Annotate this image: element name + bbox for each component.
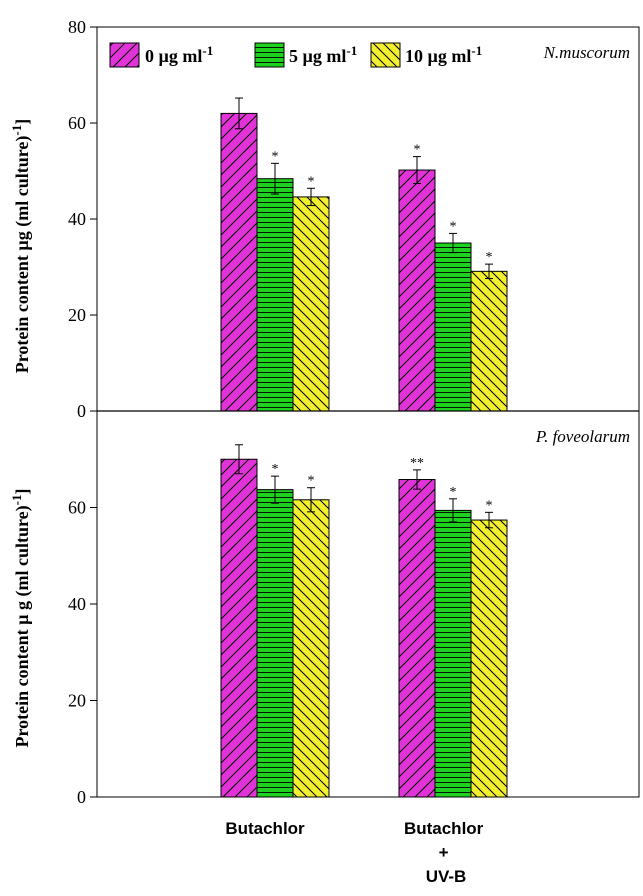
legend-label-0: 0 µg ml-1	[145, 43, 213, 67]
category-label-1-line-0: Butachlor	[404, 819, 484, 838]
legend-label-2-text: 10 µg ml	[405, 46, 471, 66]
plot-frame	[96, 26, 640, 798]
legend: 0 µg ml-1 5 µg ml-1 10 µg ml-1	[109, 42, 482, 68]
top-significance-mark-s2-c1: *	[486, 250, 493, 265]
bottom-significance-mark-s2-c0: *	[308, 474, 315, 489]
bottom-y-tick-label-2: 40	[68, 594, 86, 614]
top-bar-s2-c1	[470, 270, 508, 412]
top-significance-mark-s0-c1: *	[414, 143, 421, 158]
legend-swatch-0	[109, 42, 140, 68]
top-error-bar-s1-c0	[271, 162, 279, 195]
bottom-panel-significance-marks: ******	[272, 456, 493, 513]
top-panel-y-axis: 0 20 40 60 80	[68, 17, 97, 421]
bottom-bar-s0-c0	[220, 458, 258, 798]
x-axis-category-labels: Butachlor Butachlor + UV-B	[225, 819, 488, 886]
legend-label-1-sup: -1	[346, 43, 357, 58]
top-significance-mark-s2-c0: *	[308, 174, 315, 189]
top-panel-y-axis-title-sup: -1	[9, 125, 24, 136]
top-y-tick-label-1: 20	[68, 305, 86, 325]
legend-label-1-text: 5 µg ml	[289, 46, 346, 66]
bottom-error-bar-s1-c1	[449, 498, 457, 523]
legend-swatch-2	[370, 42, 401, 68]
bottom-panel-y-axis-title-close: ]	[12, 489, 32, 495]
top-significance-mark-s1-c1: *	[450, 219, 457, 234]
category-label-1-line-2: UV-B	[426, 867, 467, 886]
bottom-panel-y-axis-title-sup: -1	[9, 495, 24, 506]
legend-label-2: 10 µg ml-1	[405, 43, 482, 67]
top-bar-s2-c0	[292, 196, 330, 412]
top-panel-y-axis-title-main: Protein content µg (ml culture)	[12, 136, 33, 374]
bottom-y-tick-label-3: 60	[68, 498, 86, 518]
bottom-panel-y-axis-title-main: Protein content µ g (ml culture)	[12, 505, 33, 747]
bottom-error-bar-s2-c0	[307, 487, 315, 513]
bottom-error-bar-s0-c0	[235, 444, 243, 475]
bottom-y-tick-label-1: 20	[68, 691, 86, 711]
bottom-panel-y-axis: 0 20 40 60	[68, 498, 97, 807]
top-y-tick-label-0: 0	[77, 401, 86, 421]
top-error-bar-s2-c0	[307, 187, 315, 207]
bottom-panel-annotation: P. foveolarum	[535, 427, 630, 446]
top-panel-bars	[220, 112, 508, 412]
top-bar-s0-c0	[220, 112, 258, 412]
bottom-panel-y-axis-title: Protein content µ g (ml culture)-1]	[9, 489, 34, 748]
top-panel-significance-marks: * * * * *	[272, 143, 493, 266]
legend-label-1: 5 µg ml-1	[289, 43, 357, 67]
top-panel-error-bars	[235, 97, 493, 280]
bottom-y-tick-label-0: 0	[77, 787, 86, 807]
legend-label-2-sup: -1	[471, 43, 482, 58]
category-label-0-line-0: Butachlor	[225, 819, 305, 838]
bottom-error-bar-s1-c0	[271, 475, 279, 504]
bottom-bar-s2-c0	[292, 499, 330, 798]
bottom-bar-s0-c1	[398, 479, 436, 798]
category-label-1: Butachlor + UV-B	[404, 819, 488, 886]
bottom-panel-error-bars	[235, 444, 493, 529]
top-panel: * * * * * 0 20 40 60 80 N.muscorum Protein conte…	[9, 17, 631, 421]
bottom-bar-s1-c0	[256, 489, 294, 798]
bottom-panel-bars	[220, 458, 508, 798]
bottom-significance-mark-s2-c1: *	[486, 498, 493, 513]
top-bar-s1-c1	[434, 242, 472, 412]
legend-swatch-1	[254, 42, 285, 68]
bottom-significance-mark-s1-c1: *	[450, 485, 457, 500]
bottom-error-bar-s0-c1	[413, 469, 421, 490]
top-y-tick-label-2: 40	[68, 209, 86, 229]
bottom-bar-s2-c1	[470, 519, 508, 798]
bottom-error-bar-s2-c1	[485, 511, 493, 529]
category-label-0: Butachlor	[225, 819, 305, 838]
top-y-tick-label-3: 60	[68, 113, 86, 133]
legend-label-0-sup: -1	[202, 43, 213, 58]
top-error-bar-s2-c1	[485, 263, 493, 280]
top-panel-y-axis-title: Protein content µg (ml culture)-1]	[9, 119, 34, 374]
top-error-bar-s1-c1	[449, 232, 457, 254]
category-label-1-line-1: +	[439, 843, 449, 862]
bottom-bar-s1-c1	[434, 509, 472, 798]
top-bar-s0-c1	[398, 169, 436, 412]
top-significance-mark-s1-c0: *	[272, 149, 279, 164]
bottom-significance-mark-s1-c0: *	[272, 462, 279, 477]
top-bar-s1-c0	[256, 178, 294, 412]
top-error-bar-s0-c0	[235, 97, 243, 130]
top-y-tick-label-4: 80	[68, 17, 86, 37]
bottom-significance-mark-s0-c1: **	[410, 456, 424, 471]
top-panel-annotation: N.muscorum	[543, 43, 630, 62]
top-panel-y-axis-title-close: ]	[12, 119, 32, 125]
top-error-bar-s0-c1	[413, 156, 421, 184]
legend-label-0-text: 0 µg ml	[145, 46, 202, 66]
